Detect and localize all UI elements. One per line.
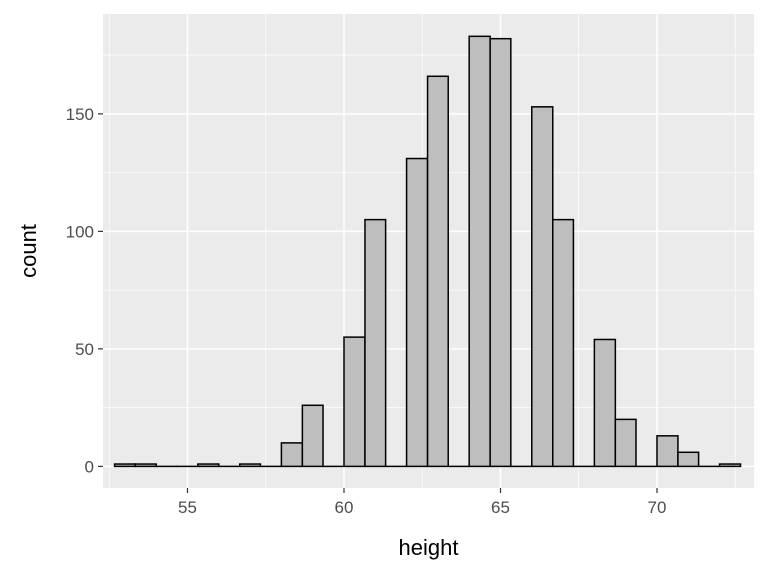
histogram-bar-18 xyxy=(490,39,511,467)
x-axis-title: height xyxy=(399,535,459,560)
histogram-bar-26 xyxy=(657,436,678,467)
histogram-bar-29 xyxy=(720,464,741,466)
histogram-bar-24 xyxy=(615,419,636,466)
histogram-bar-1 xyxy=(135,464,156,466)
y-tick-label: 50 xyxy=(75,340,94,359)
histogram-bar-6 xyxy=(240,464,261,466)
x-tick-label: 55 xyxy=(178,498,197,517)
y-axis-ticks: 0 50 100 150 xyxy=(66,105,103,477)
histogram-bar-17 xyxy=(469,36,490,466)
histogram-bar-12 xyxy=(365,220,386,467)
x-tick-label: 70 xyxy=(648,498,667,517)
histogram-bar-27 xyxy=(678,452,699,466)
histogram-bar-4 xyxy=(198,464,219,466)
x-axis-ticks: 55 60 65 70 xyxy=(178,488,666,517)
y-tick-label: 0 xyxy=(85,457,94,476)
x-tick-label: 65 xyxy=(491,498,510,517)
histogram-bar-9 xyxy=(302,405,323,466)
histogram-bar-14 xyxy=(407,159,428,467)
y-tick-label: 100 xyxy=(66,222,94,241)
y-axis-title: count xyxy=(16,224,41,278)
histogram-bar-20 xyxy=(532,107,553,467)
histogram-bar-8 xyxy=(281,443,302,467)
histogram-bar-0 xyxy=(115,464,136,466)
y-tick-label: 150 xyxy=(66,105,94,124)
histogram-bar-21 xyxy=(553,220,574,467)
histogram-bar-23 xyxy=(594,339,615,466)
x-tick-label: 60 xyxy=(335,498,354,517)
histogram-bar-15 xyxy=(428,76,449,466)
histogram-bar-11 xyxy=(344,337,365,466)
